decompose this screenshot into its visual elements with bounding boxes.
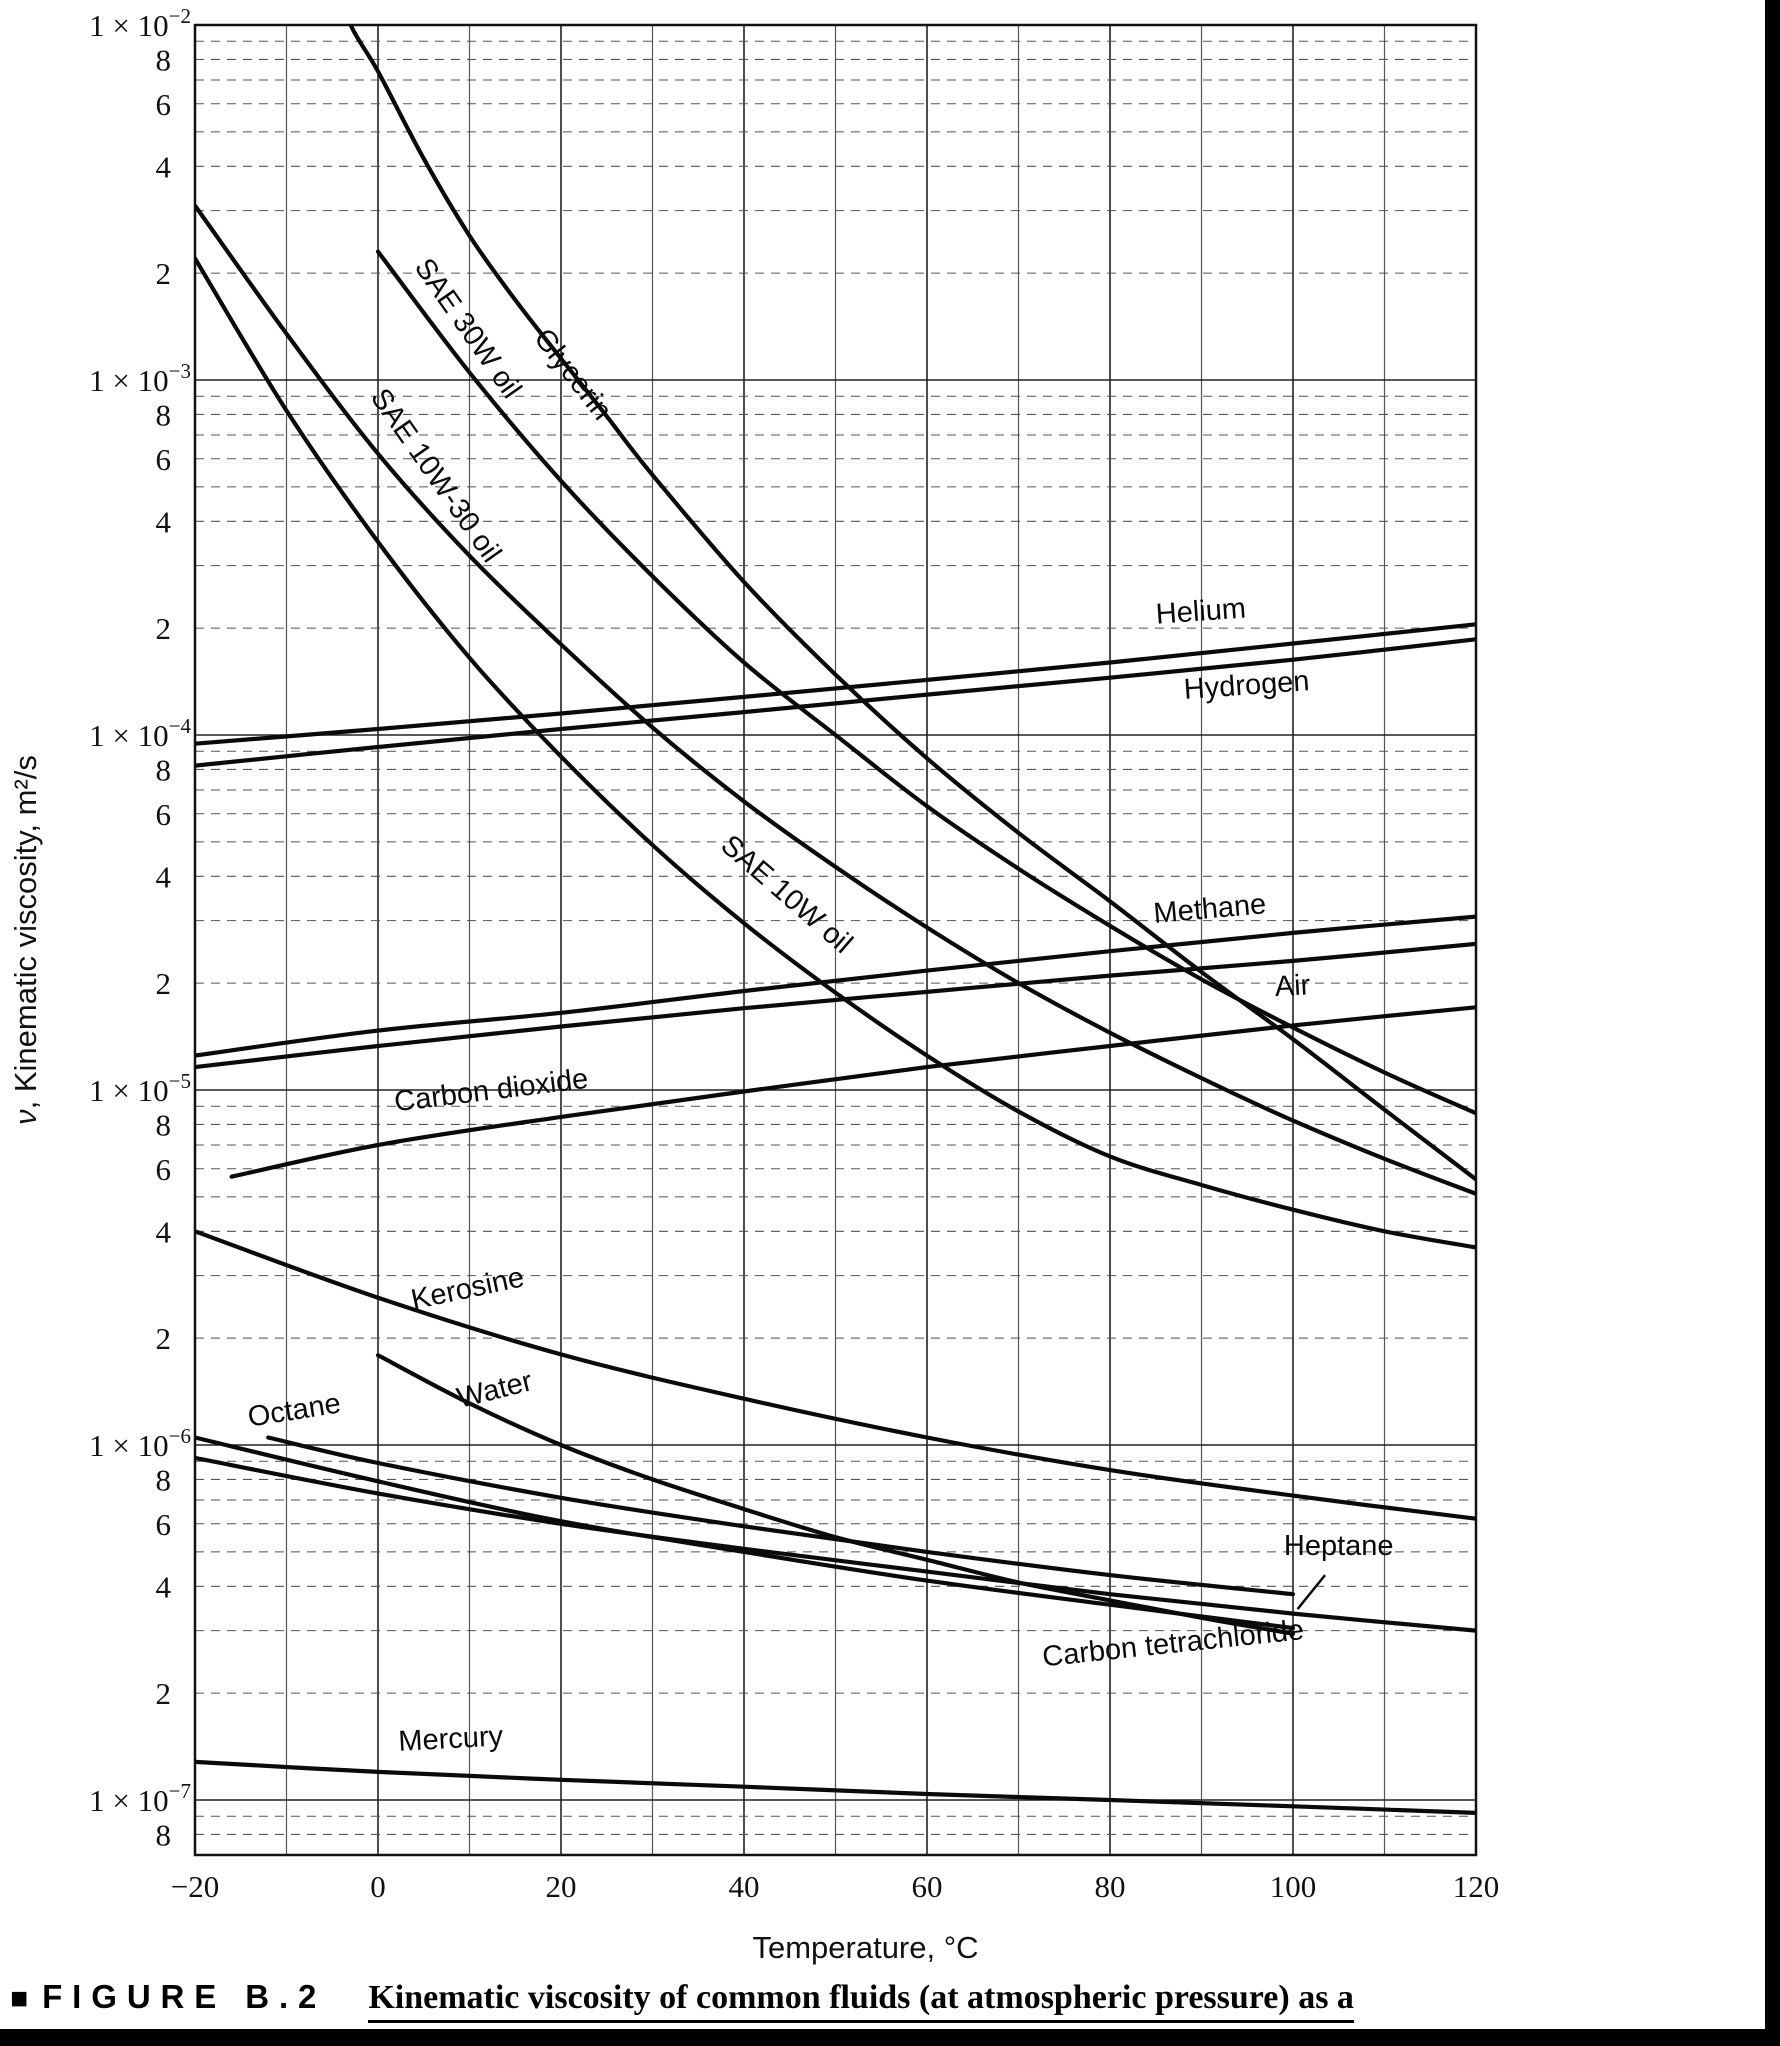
- pointer-line: [1296, 1574, 1326, 1610]
- plot-border: [193, 23, 1478, 1857]
- curve-label-glycerin: Glycerin: [527, 323, 618, 427]
- curve-helium: [195, 622, 1476, 746]
- curve-label-sae-10w-30-oil: SAE 10W-30 oil: [364, 383, 507, 569]
- curve-methane: [195, 914, 1476, 1058]
- y-tick-label: 8: [156, 1107, 172, 1142]
- caption-text: Kinematic viscosity of common fluids (at…: [368, 1979, 1354, 2023]
- curve-heptane: [195, 1455, 1476, 1633]
- y-tick-label: 1 × 10−7: [89, 1779, 191, 1818]
- scan-edge-bottom: [0, 2029, 1780, 2046]
- curve-sae-10w-30-oil: [195, 203, 1476, 1196]
- curve-label-sae-10w-oil: SAE 10W oil: [715, 829, 859, 960]
- x-tick-label: 120: [1453, 1869, 1500, 1904]
- y-tick-label: 6: [156, 442, 172, 477]
- y-tick-label: 1 × 10−4: [89, 714, 191, 753]
- curve-label-heptane: Heptane: [1284, 1530, 1394, 1562]
- y-tick-label: 1 × 10−6: [89, 1424, 191, 1463]
- curve-label-helium: Helium: [1155, 593, 1247, 631]
- y-tick-label: 8: [156, 1462, 172, 1497]
- x-axis-title: Temperature, °C: [752, 1930, 978, 1965]
- curve-mercury: [195, 1759, 1476, 1815]
- curve-glycerin: [348, 25, 1476, 1182]
- y-tick-label: 1 × 10−3: [89, 359, 191, 398]
- curve-air: [195, 941, 1476, 1070]
- y-tick-label: 1 × 10−2: [89, 4, 191, 43]
- y-tick-label: 2: [156, 1676, 172, 1711]
- curve-label-mercury: Mercury: [398, 1720, 505, 1757]
- y-tick-label: 6: [156, 87, 172, 122]
- y-tick-label: 4: [156, 859, 172, 894]
- curve-sae-10w-oil: [195, 256, 1476, 1250]
- curve-label-kerosine: Kerosine: [408, 1261, 527, 1316]
- y-tick-label: 8: [156, 42, 172, 77]
- x-tick-label: −20: [171, 1869, 219, 1904]
- caption-bullet-icon: ■: [10, 1982, 29, 2015]
- y-tick-label: 2: [156, 611, 172, 646]
- curve-kerosine: [195, 1229, 1476, 1521]
- y-tick-label: 4: [156, 504, 172, 539]
- y-tick-label: 4: [156, 1214, 172, 1249]
- x-tick-label: 40: [729, 1869, 760, 1904]
- x-tick-label: 80: [1095, 1869, 1126, 1904]
- curve-carbon-tetrachloride: [195, 1435, 1296, 1631]
- y-tick-label: 1 × 10−5: [89, 1069, 191, 1108]
- y-tick-label: 6: [156, 797, 172, 832]
- y-tick-label: 8: [156, 752, 172, 787]
- y-tick-label: 4: [156, 1569, 172, 1604]
- curve-octane: [266, 1435, 1296, 1597]
- y-tick-label: 6: [156, 1152, 172, 1187]
- x-axis-ticks: −20 0 20 40 60 80 100 120: [171, 1869, 1499, 1904]
- figure-caption: ■ FIGURE B.2 Kinematic viscosity of comm…: [10, 1978, 1354, 2023]
- curve-carbon-dioxide: [229, 1005, 1476, 1179]
- y-tick-label: 2: [156, 256, 172, 291]
- y-tick-label: 8: [156, 397, 172, 432]
- curve-label-water: Water: [454, 1365, 536, 1415]
- y-tick-label: 8: [156, 1817, 172, 1852]
- y-tick-label: 2: [156, 1321, 172, 1356]
- y-tick-label: 4: [156, 149, 172, 184]
- x-tick-label: 0: [370, 1869, 386, 1904]
- y-axis-title: ν, Kinematic viscosity, m²/s: [8, 755, 43, 1125]
- curve-label-air: Air: [1274, 969, 1311, 1003]
- curve-label-sae-30w-oil: SAE 30W oil: [408, 253, 528, 405]
- x-tick-label: 60: [912, 1869, 943, 1904]
- scan-edge-right: [1765, 0, 1780, 2046]
- curve-label-carbon-tetrachloride: Carbon tetrachloride: [1041, 1614, 1306, 1673]
- caption-figure-number: FIGURE B.2: [42, 1978, 327, 2015]
- y-tick-label: 2: [156, 966, 172, 1001]
- x-tick-label: 20: [546, 1869, 577, 1904]
- curve-label-methane: Methane: [1152, 888, 1267, 930]
- x-tick-label: 100: [1270, 1869, 1317, 1904]
- curves: [195, 25, 1476, 1815]
- curve-hydrogen: [195, 637, 1476, 768]
- curve-label-octane: Octane: [246, 1387, 343, 1433]
- y-tick-label: 6: [156, 1507, 172, 1542]
